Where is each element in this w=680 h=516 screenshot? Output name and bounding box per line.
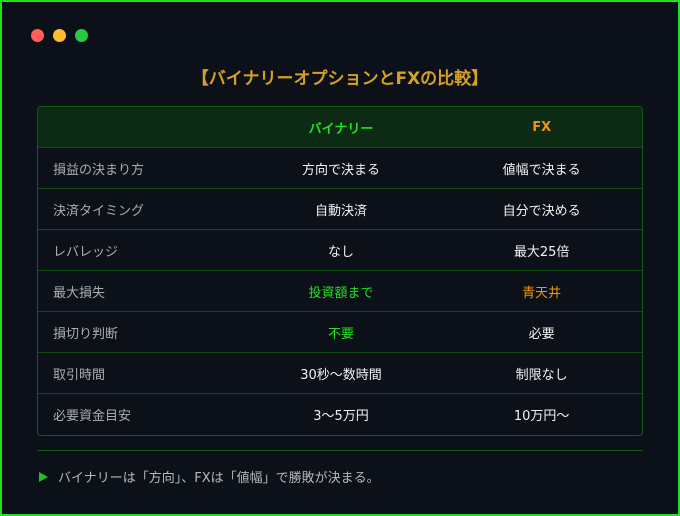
window-controls: [31, 29, 88, 42]
fx-value: 最大25倍: [441, 230, 642, 271]
fx-value: 自分で決める: [441, 189, 642, 230]
binary-value: 投資額まで: [240, 271, 442, 312]
divider: [37, 450, 643, 451]
note-text: バイナリーは「方向」、FXは「値幅」で勝敗が決まる。: [58, 471, 380, 486]
table-row: 決済タイミング 自動決済 自分で決める: [38, 189, 642, 230]
table-row: 損切り判断 不要 必要: [38, 312, 642, 353]
row-label: 最大損失: [38, 271, 241, 312]
minimize-dot-icon[interactable]: [53, 29, 66, 42]
fx-value: 青天井: [441, 271, 642, 312]
maximize-dot-icon[interactable]: [75, 29, 88, 42]
header-binary: バイナリー: [240, 107, 442, 148]
fx-value: 必要: [441, 312, 642, 353]
fx-value: 制限なし: [441, 353, 642, 394]
page-title: 【バイナリーオプションとFXの比較】: [191, 69, 489, 89]
binary-value: 不要: [240, 312, 442, 353]
table-row: 損益の決まり方 方向で決まる 値幅で決まる: [38, 148, 642, 189]
row-label: 損益の決まり方: [38, 148, 241, 189]
binary-value: 3〜5万円: [313, 409, 369, 424]
table-header: バイナリー FX: [38, 107, 642, 148]
binary-value: 方向で決まる: [240, 148, 442, 189]
header-empty: [38, 107, 241, 148]
fx-value: 値幅で決まる: [441, 148, 642, 189]
row-label: 決済タイミング: [38, 189, 241, 230]
table-row: 最大損失 投資額まで 青天井: [38, 271, 642, 312]
footer-note: バイナリーは「方向」、FXは「値幅」で勝敗が決まる。: [39, 467, 380, 486]
binary-value: 30秒〜数時間: [240, 353, 442, 394]
binary-value: 自動決済: [240, 189, 442, 230]
row-label: 損切り判断: [38, 312, 241, 353]
table-row: 取引時間 30秒〜数時間 制限なし: [38, 353, 642, 394]
fx-value: 10万円〜: [513, 409, 570, 424]
table-row: レバレッジ なし 最大25倍: [38, 230, 642, 271]
table-row: 必要資金目安 3〜5万円 10万円〜: [38, 394, 642, 435]
row-label: 取引時間: [38, 353, 241, 394]
play-triangle-icon: [39, 471, 48, 482]
row-label: 必要資金目安: [53, 409, 132, 424]
close-dot-icon[interactable]: [31, 29, 44, 42]
comparison-table: バイナリー FX 損益の決まり方 方向で決まる 値幅で決まる 決済タイミング 自動…: [37, 106, 643, 436]
row-label: レバレッジ: [38, 230, 241, 271]
header-fx: FX: [441, 107, 642, 148]
binary-value: なし: [240, 230, 442, 271]
